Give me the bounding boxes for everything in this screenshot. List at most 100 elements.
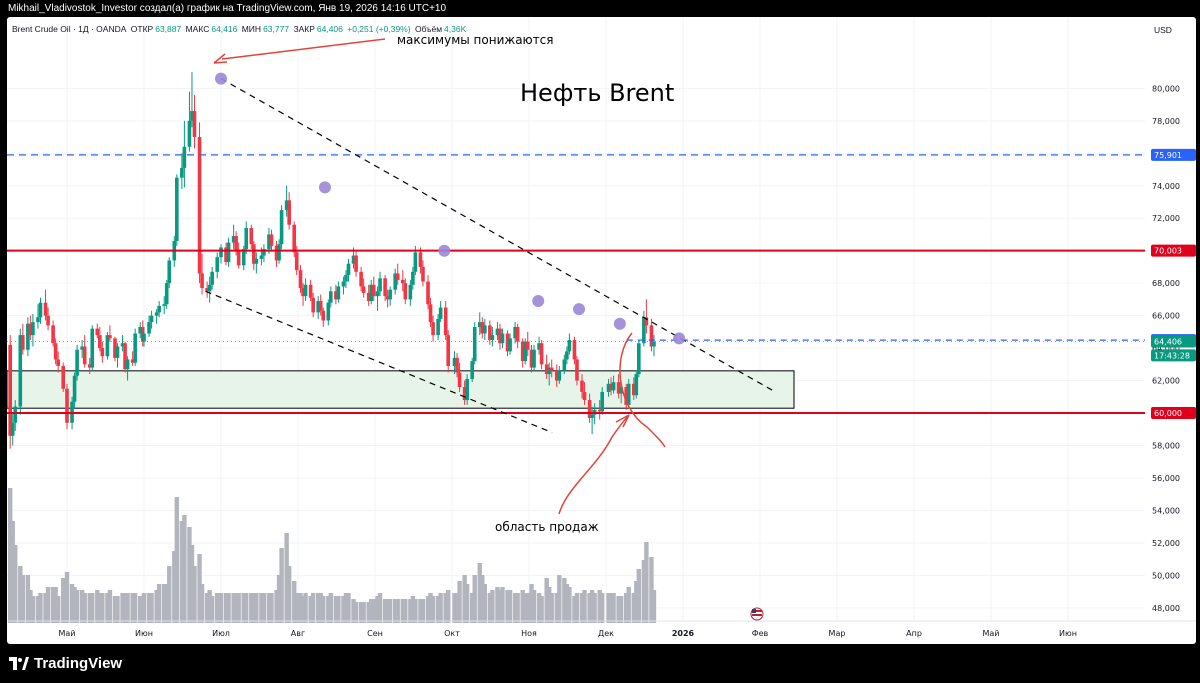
candle-body <box>418 252 423 267</box>
volume-bar <box>154 590 159 623</box>
candle-body <box>157 305 161 313</box>
volume-bar <box>284 533 289 623</box>
candle-body <box>532 349 536 368</box>
volume-bar <box>529 584 534 623</box>
volume-bar <box>611 593 616 623</box>
candle-body <box>21 335 25 350</box>
candle-body <box>378 278 382 292</box>
candle-body <box>65 388 69 423</box>
volume-bar <box>95 590 100 623</box>
volume-bar <box>141 593 147 623</box>
footer: TradingView <box>0 644 1200 683</box>
candle-body <box>606 383 611 392</box>
volume-bar <box>418 599 423 623</box>
volume-bar <box>303 593 308 623</box>
trendline <box>220 78 776 393</box>
price-label-text: 70,003 <box>1154 247 1182 256</box>
volume-bar <box>392 599 398 623</box>
y-tick-label: 62,000 <box>1152 377 1180 386</box>
candle-body <box>403 283 408 300</box>
volume-bar <box>361 602 366 623</box>
volume-bar <box>97 593 103 623</box>
volume-bar <box>507 590 513 623</box>
volume-bar <box>261 593 267 623</box>
volume-bar <box>587 593 592 623</box>
chart-panel[interactable]: 48,000 50,000 52,000 54,000 56,000 58,000 60,0… <box>7 17 1196 644</box>
volume-bar <box>10 521 15 623</box>
candle-body <box>515 327 520 342</box>
volume-bar <box>531 590 537 623</box>
candle-body <box>105 335 110 357</box>
volume-bar <box>631 593 636 623</box>
volume-bar <box>495 587 500 623</box>
candle-body <box>385 296 390 300</box>
volume-bar <box>557 575 562 623</box>
candle-body <box>529 349 534 368</box>
candle-body <box>80 346 84 350</box>
candle-body <box>279 210 284 245</box>
symbol-info: Brent Crude Oil · 1Д · OANDA ОТКР 63,887 … <box>12 24 468 34</box>
volume-bar <box>387 599 393 623</box>
volume-bar <box>112 596 118 623</box>
volume-bar <box>310 593 316 623</box>
currency-label[interactable]: USD <box>1154 25 1172 35</box>
volume-bar <box>520 590 525 623</box>
candle-body <box>259 255 264 259</box>
candle-body <box>267 234 271 250</box>
candle-body <box>408 284 413 300</box>
volume-bar <box>469 593 475 623</box>
volume-bar <box>649 557 654 623</box>
candle-body <box>609 383 613 391</box>
volume-bar <box>174 497 180 623</box>
volume-bar <box>274 590 279 623</box>
y-tick-label: 56,000 <box>1152 474 1180 483</box>
volume-bar <box>600 593 605 623</box>
volume-bar <box>618 596 624 623</box>
candle-body <box>565 351 569 360</box>
candle-body <box>224 247 228 263</box>
volume-bar <box>366 602 371 623</box>
candle-body <box>334 291 338 300</box>
volume-bar <box>606 593 611 623</box>
candle-body <box>125 359 130 370</box>
volume-bar <box>315 593 321 623</box>
candle-body <box>187 120 192 147</box>
candle-body <box>31 322 35 336</box>
volume-bar <box>55 596 61 623</box>
candle-body <box>371 284 376 297</box>
candle-body <box>597 409 602 412</box>
symbol-name[interactable]: Brent Crude Oil · 1Д · OANDA <box>12 24 127 34</box>
volume-bar <box>589 590 595 623</box>
price-label-text: 75,901 <box>1154 151 1182 160</box>
volume-bar <box>254 593 259 623</box>
high-label: МАКС <box>185 24 210 34</box>
price-chart[interactable]: 48,000 50,000 52,000 54,000 56,000 58,000 60,0… <box>7 17 1196 644</box>
candle-body <box>490 335 495 340</box>
volume-value: 4,36K <box>444 24 467 34</box>
candle-body <box>13 406 18 423</box>
volume-bar <box>464 584 470 623</box>
low-label: МИН <box>241 24 262 34</box>
candle-body <box>523 341 528 362</box>
candle-body <box>210 271 214 285</box>
volume-bar <box>318 593 323 623</box>
volume-bar <box>279 548 284 623</box>
x-tick-label: Окт <box>444 629 460 638</box>
volume-bar <box>187 527 192 623</box>
volume-bar <box>358 602 364 623</box>
volume-bar <box>403 599 408 623</box>
candle-body <box>649 325 654 347</box>
volume-bar <box>197 554 202 623</box>
volume-bar <box>132 593 138 623</box>
volume-bar <box>454 593 460 623</box>
candle-body <box>567 339 572 352</box>
x-tick-label: Апр <box>906 629 922 638</box>
close-value: 64,406 <box>316 24 343 34</box>
candle-body <box>436 318 440 336</box>
volume-bar <box>641 560 647 623</box>
close-label: ЗАКР <box>293 24 315 34</box>
candle-body <box>36 317 40 323</box>
candle-body <box>287 200 291 225</box>
price-label-box <box>1151 244 1196 257</box>
tradingview-logo[interactable]: TradingView <box>9 655 122 672</box>
